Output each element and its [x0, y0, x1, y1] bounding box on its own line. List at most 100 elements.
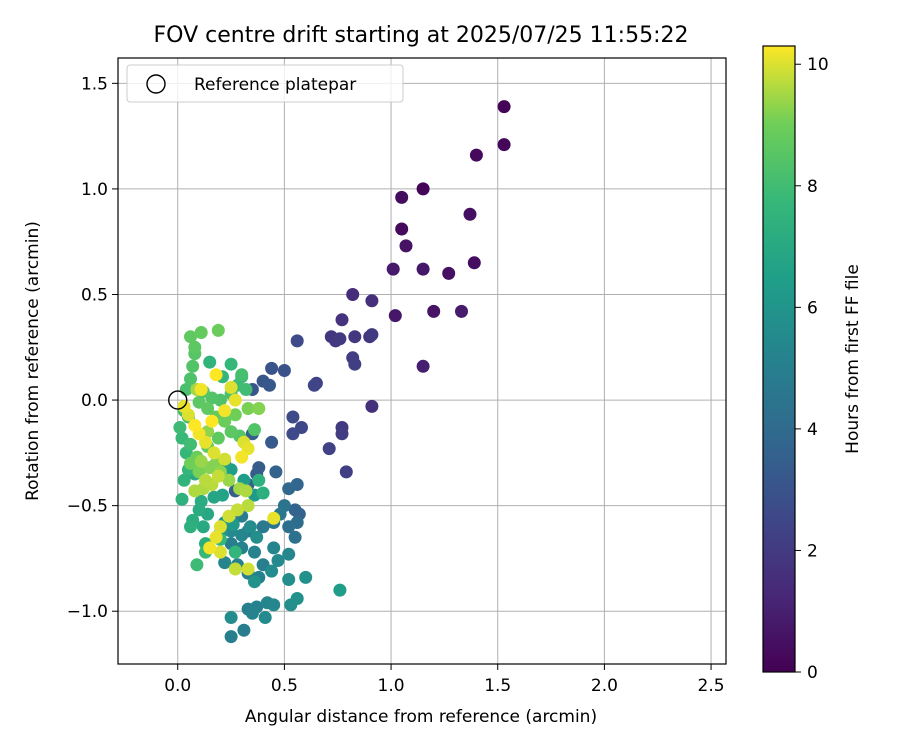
scatter-point [224, 630, 238, 644]
x-tick-label: 1.5 [484, 676, 511, 696]
scatter-point [237, 623, 251, 637]
colorbar-label: Hours from first FF file [843, 264, 863, 454]
scatter-point [299, 570, 313, 584]
scatter-point [333, 583, 347, 597]
y-axis-label: Rotation from reference (arcmin) [23, 221, 43, 501]
scatter-point [184, 456, 197, 470]
scatter-point [416, 359, 430, 373]
scatter-point [467, 256, 481, 270]
scatter-point [388, 309, 402, 323]
scatter-point [271, 554, 285, 567]
y-tick-label: −0.5 [67, 497, 108, 517]
chart-title: FOV centre drift starting at 2025/07/25 … [154, 23, 689, 48]
scatter-point [199, 473, 212, 487]
scatter-point [365, 328, 379, 342]
scatter-point [188, 484, 202, 498]
scatter-point [184, 437, 197, 451]
scatter-point [188, 418, 202, 432]
scatter-point [252, 402, 266, 415]
scatter-point [335, 427, 349, 441]
scatter-point [228, 545, 242, 559]
scatter-point [248, 545, 261, 559]
colorbar-tick-label: 8 [807, 177, 818, 197]
x-tick-label: 0.5 [271, 676, 298, 696]
scatter-point [416, 262, 430, 276]
scatter-point [184, 520, 197, 534]
scatter-point [209, 368, 223, 382]
x-tick-label: 0.0 [164, 676, 191, 696]
scatter-point [463, 207, 477, 221]
scatter-point [286, 410, 300, 424]
legend-label: Reference platepar [194, 75, 356, 95]
scatter-point [256, 486, 270, 500]
scatter-point [386, 262, 400, 276]
scatter-point [282, 482, 296, 496]
scatter-point [228, 562, 242, 576]
scatter-point [288, 530, 302, 544]
x-axis-label: Angular distance from reference (arcmin) [245, 707, 597, 727]
scatter-point [256, 520, 270, 534]
scatter-point [228, 408, 242, 422]
scatter-point [218, 452, 232, 466]
scatter-point [194, 326, 208, 339]
scatter-point [252, 461, 266, 475]
scatter-point [224, 357, 238, 371]
x-tick-label: 2.5 [698, 676, 725, 696]
scatter-point [241, 499, 255, 513]
scatter-point [213, 520, 227, 534]
scatter-point [173, 421, 187, 434]
scatter-point [175, 492, 189, 506]
scatter-point [224, 425, 238, 439]
colorbar-tick-label: 6 [807, 298, 818, 318]
colorbar-ticks: 0 2 4 6 8 10 [795, 55, 829, 683]
plot-frame [117, 57, 727, 665]
scatter-point [213, 545, 227, 559]
scatter-point [194, 454, 208, 468]
scatter-point [203, 355, 217, 369]
scatter-point [222, 509, 236, 523]
y-tick-label: 0.5 [81, 285, 108, 305]
scatter-point [288, 503, 302, 517]
scatter-point [177, 473, 191, 487]
scatter-point [267, 511, 281, 525]
legend-marker-icon [146, 74, 166, 94]
scatter-point [497, 100, 511, 114]
scatter-point [235, 368, 249, 382]
scatter-point [228, 393, 242, 407]
reference-point-marker [168, 390, 188, 410]
scatter-point [399, 239, 413, 253]
scatter-point [365, 399, 379, 413]
scatter-point [290, 592, 304, 605]
y-tick-label: 1.0 [81, 180, 108, 200]
scatter-point [339, 465, 353, 479]
scatter-point [245, 606, 259, 620]
scatter-point [333, 332, 347, 346]
colorbar: 0 2 4 6 8 10 Hours from first FF file [762, 45, 863, 683]
scatter-point [290, 334, 304, 348]
scatter-point [188, 340, 202, 354]
y-axis-ticks: −1.0 −0.5 0.0 0.5 1.0 1.5 [67, 74, 118, 622]
scatter-point [427, 304, 441, 318]
x-tick-label: 2.0 [591, 676, 618, 696]
scatter-point [241, 402, 255, 415]
scatter-point [235, 528, 249, 542]
colorbar-tick-label: 2 [807, 541, 818, 561]
scatter-point [267, 541, 281, 555]
scatter-point [190, 558, 204, 572]
scatter-point [196, 520, 210, 534]
scatter-point [307, 378, 321, 392]
scatter-point [252, 473, 266, 487]
scatter-point [235, 450, 249, 464]
scatter-point [250, 530, 264, 544]
scatter-point [203, 541, 217, 555]
scatter-point [243, 520, 257, 534]
scatter-point [224, 380, 238, 394]
scatter-point [265, 361, 279, 375]
scatter-point [194, 494, 208, 508]
scatter-point [282, 573, 296, 586]
scatter-point [335, 313, 349, 327]
scatter-point [194, 383, 208, 396]
scatter-point [348, 357, 362, 371]
scatter-point [218, 404, 232, 418]
